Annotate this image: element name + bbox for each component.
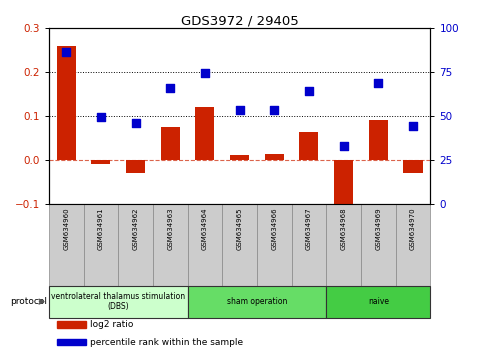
Bar (161, 127, 180, 160)
Bar (360, 204, 395, 286)
Bar (195, 107, 214, 160)
Bar (395, 204, 429, 286)
Bar (187, 204, 222, 286)
Text: GSM634969: GSM634969 (375, 208, 381, 250)
Bar (222, 204, 256, 286)
Bar (49, 204, 83, 286)
Point (270, 108, 278, 113)
Point (201, 70, 208, 76)
Point (131, 120, 139, 125)
Text: GSM634962: GSM634962 (132, 208, 138, 250)
Bar (57, 321, 86, 328)
Bar (57, 46, 76, 160)
Bar (325, 204, 360, 286)
Bar (230, 155, 249, 160)
Bar (368, 120, 387, 160)
Text: GSM634960: GSM634960 (63, 208, 69, 250)
Bar (299, 132, 318, 160)
Bar (256, 204, 291, 286)
Bar (57, 339, 86, 346)
Text: GSM634968: GSM634968 (340, 208, 346, 250)
Point (374, 80, 382, 86)
Bar (333, 160, 352, 210)
Point (339, 143, 347, 149)
Text: ventrolateral thalamus stimulation
(DBS): ventrolateral thalamus stimulation (DBS) (51, 292, 185, 311)
Text: GSM634970: GSM634970 (409, 208, 415, 250)
Title: GDS3972 / 29405: GDS3972 / 29405 (181, 14, 298, 27)
Text: sham operation: sham operation (226, 297, 286, 306)
Point (166, 85, 174, 90)
Bar (291, 204, 325, 286)
Text: protocol: protocol (10, 297, 47, 306)
Point (305, 88, 312, 93)
Point (97, 114, 104, 120)
Bar (403, 160, 422, 173)
Text: GSM634961: GSM634961 (98, 208, 103, 250)
Bar (264, 154, 283, 160)
Text: GSM634967: GSM634967 (305, 208, 311, 250)
Text: GSM634966: GSM634966 (271, 208, 277, 250)
Text: naive: naive (367, 297, 388, 306)
Bar (91, 160, 110, 164)
Text: GSM634963: GSM634963 (167, 208, 173, 250)
Bar (49, 286, 187, 318)
Point (235, 108, 243, 113)
Bar (126, 160, 145, 173)
Bar (325, 286, 429, 318)
Bar (153, 204, 187, 286)
Bar (187, 286, 325, 318)
Text: percentile rank within the sample: percentile rank within the sample (90, 338, 243, 347)
Text: log2 ratio: log2 ratio (90, 320, 133, 329)
Bar (83, 204, 118, 286)
Point (408, 123, 416, 129)
Text: GSM634965: GSM634965 (236, 208, 242, 250)
Point (62, 50, 70, 55)
Bar (118, 204, 153, 286)
Text: GSM634964: GSM634964 (202, 208, 207, 250)
